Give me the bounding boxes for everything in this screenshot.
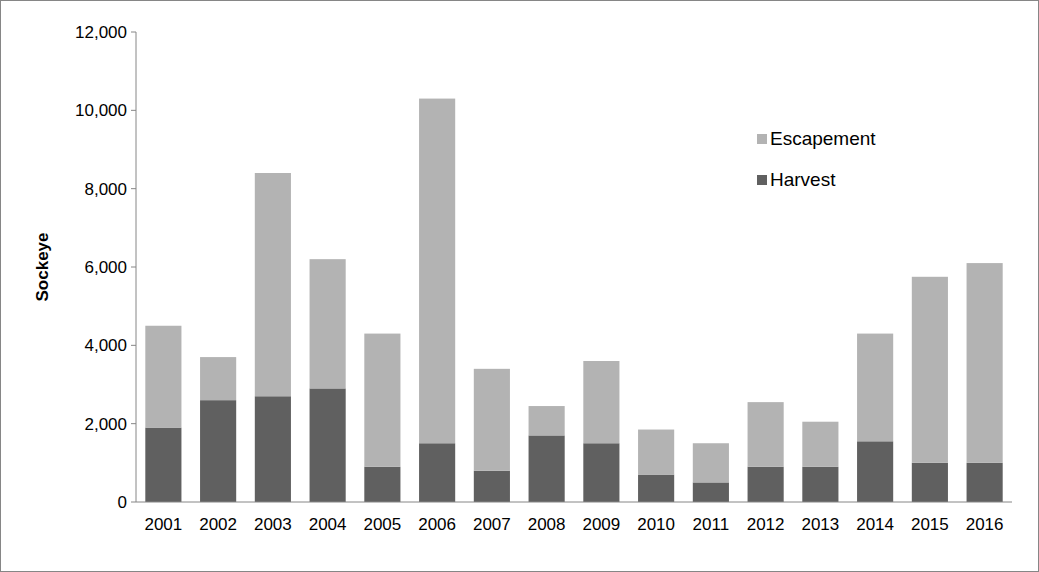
- x-tick-label: 2012: [747, 515, 785, 534]
- x-axis: [136, 502, 1012, 503]
- bar: [583, 361, 619, 443]
- legend-swatch: [757, 175, 767, 185]
- bar: [912, 277, 948, 463]
- bar: [693, 482, 729, 502]
- x-tick-label: 2001: [144, 515, 182, 534]
- x-tick-label: 2005: [363, 515, 401, 534]
- bar: [364, 334, 400, 467]
- bar: [748, 467, 784, 502]
- x-tick-label: 2010: [637, 515, 675, 534]
- y-tick-label: 4,000: [84, 336, 127, 355]
- y-tick-label: 6,000: [84, 258, 127, 277]
- y-tick-label: 2,000: [84, 415, 127, 434]
- bar: [419, 443, 455, 502]
- y-tick: [131, 502, 136, 503]
- bar: [474, 471, 510, 502]
- x-tick-label: 2006: [418, 515, 456, 534]
- chart: 0 2,000 4,000 6,000 8,000 10,000 12,000 2001 200…: [0, 0, 1039, 572]
- x-tick-label: 2002: [199, 515, 237, 534]
- y-tick-label: 10,000: [75, 101, 127, 120]
- bar: [693, 443, 729, 482]
- x-tick-label: 2007: [473, 515, 511, 534]
- bar: [200, 400, 236, 502]
- bar: [802, 422, 838, 467]
- y-tick: [131, 345, 136, 346]
- bar: [419, 99, 455, 444]
- x-tick-label: 2011: [693, 515, 730, 534]
- y-tick: [131, 188, 136, 189]
- x-tick-label: 2015: [911, 515, 949, 534]
- bar: [364, 467, 400, 502]
- bar: [802, 467, 838, 502]
- bar: [200, 357, 236, 400]
- bar: [529, 406, 565, 435]
- bar: [857, 334, 893, 442]
- bar: [255, 396, 291, 502]
- x-tick-label: 2014: [856, 515, 894, 534]
- bar: [310, 388, 346, 502]
- bar: [857, 441, 893, 502]
- bar: [748, 402, 784, 467]
- bars: [145, 99, 1002, 502]
- legend-swatch: [757, 134, 767, 144]
- x-tick-label: 2013: [801, 515, 839, 534]
- bar: [310, 259, 346, 388]
- x-tick-label: 2016: [966, 515, 1004, 534]
- x-tick-label: 2008: [528, 515, 566, 534]
- y-axis: [136, 32, 137, 502]
- y-tick-label: 12,000: [75, 23, 127, 42]
- x-tick-label: 2009: [582, 515, 620, 534]
- bar: [529, 435, 565, 502]
- legend-label: Harvest: [770, 169, 836, 190]
- bar: [145, 428, 181, 502]
- bar: [638, 430, 674, 475]
- y-tick-label: 8,000: [84, 180, 127, 199]
- y-tick: [131, 110, 136, 111]
- chart-border: [1, 1, 1039, 572]
- bar: [145, 326, 181, 428]
- x-tick-label: 2004: [309, 515, 347, 534]
- bar: [912, 463, 948, 502]
- y-tick-label: 0: [118, 493, 127, 512]
- legend-label: Escapement: [770, 128, 876, 149]
- y-axis-label: Sockeye: [33, 233, 52, 302]
- bar: [474, 369, 510, 471]
- bar: [638, 475, 674, 502]
- y-tick: [131, 267, 136, 268]
- x-tick-label: 2003: [254, 515, 292, 534]
- bar: [583, 443, 619, 502]
- bar: [967, 463, 1003, 502]
- y-tick: [131, 32, 136, 33]
- bar: [255, 173, 291, 396]
- y-tick: [131, 423, 136, 424]
- bar: [967, 263, 1003, 463]
